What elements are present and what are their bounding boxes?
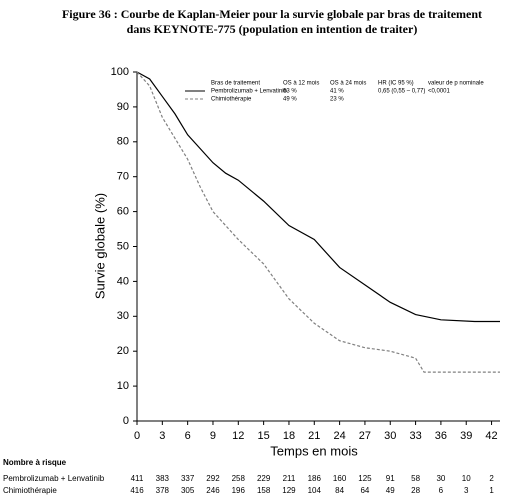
legend-cell: <0,0001 xyxy=(428,89,451,95)
x-tick-label: 30 xyxy=(384,430,396,442)
x-tick-label: 0 xyxy=(134,430,140,442)
legend-cell: 0,65 (0,55 – 0,77) xyxy=(378,89,425,95)
x-tick-label: 9 xyxy=(210,430,216,442)
risk-count: 2 xyxy=(489,474,494,483)
legend-label: Pembrolizumab + Lenvatinib xyxy=(211,89,288,95)
x-tick-label: 24 xyxy=(333,430,345,442)
x-tick-label: 33 xyxy=(409,430,421,442)
chart-title: Figure 36 : Courbe de Kaplan-Meier pour … xyxy=(62,7,482,21)
y-tick-label: 70 xyxy=(117,171,129,183)
risk-count: 229 xyxy=(257,474,271,483)
survival-curve xyxy=(136,71,500,373)
risk-count: 337 xyxy=(181,474,195,483)
x-tick-label: 27 xyxy=(359,430,371,442)
risk-count: 84 xyxy=(335,486,344,495)
y-tick-label: 30 xyxy=(117,310,129,322)
y-tick-label: 60 xyxy=(117,206,129,218)
x-tick-label: 39 xyxy=(460,430,472,442)
y-tick-label: 40 xyxy=(117,275,129,287)
x-tick-label: 12 xyxy=(232,430,244,442)
y-tick-label: 90 xyxy=(117,101,129,113)
risk-row-label: Chimiothérapie xyxy=(3,486,57,495)
risk-count: 211 xyxy=(283,474,296,483)
risk-count: 196 xyxy=(232,486,246,495)
risk-count: 158 xyxy=(257,486,271,495)
risk-count: 28 xyxy=(411,486,420,495)
risk-count: 49 xyxy=(386,486,395,495)
legend-cell: 49 % xyxy=(283,97,297,103)
y-tick-label: 10 xyxy=(117,380,129,392)
x-tick-label: 6 xyxy=(185,430,191,442)
risk-count: 10 xyxy=(462,474,471,483)
legend-header: Bras de traitement xyxy=(211,81,260,87)
risk-count: 292 xyxy=(206,474,220,483)
legend-header: valeur de p nominale xyxy=(428,81,484,87)
x-tick-label: 42 xyxy=(485,430,497,442)
x-axis-label: Temps en mois xyxy=(270,443,358,458)
risk-count: 416 xyxy=(130,486,144,495)
risk-count: 1 xyxy=(489,486,494,495)
risk-row-label: Pembrolizumab + Lenvatinib xyxy=(3,474,105,483)
risk-count: 378 xyxy=(156,486,170,495)
legend-header: OS à 12 mois xyxy=(283,81,319,87)
risk-count: 125 xyxy=(358,474,372,483)
risk-count: 104 xyxy=(308,486,322,495)
risk-count: 129 xyxy=(282,486,296,495)
risk-count: 91 xyxy=(386,474,395,483)
risk-count: 411 xyxy=(131,474,144,483)
risk-count: 30 xyxy=(436,474,445,483)
legend-header: HR (IC 95 %) xyxy=(378,81,414,87)
risk-title: Nombre à risque xyxy=(3,458,67,467)
legend-cell: 63 % xyxy=(283,89,297,95)
risk-count: 160 xyxy=(333,474,347,483)
y-tick-label: 80 xyxy=(117,136,129,148)
x-tick-label: 15 xyxy=(258,430,270,442)
risk-count: 246 xyxy=(206,486,220,495)
x-tick-label: 18 xyxy=(283,430,295,442)
risk-count: 186 xyxy=(308,474,322,483)
risk-count: 3 xyxy=(464,486,469,495)
y-tick-label: 50 xyxy=(117,240,129,252)
chart-title: dans KEYNOTE-775 (population en intentio… xyxy=(127,22,418,36)
y-tick-label: 20 xyxy=(117,345,129,357)
y-axis-label: Survie globale (%) xyxy=(92,193,107,299)
x-tick-label: 21 xyxy=(308,430,320,442)
legend-cell: 41 % xyxy=(330,89,344,95)
legend-header: OS à 24 mois xyxy=(330,81,366,87)
risk-count: 64 xyxy=(360,486,369,495)
x-tick-label: 3 xyxy=(159,430,165,442)
legend-cell: 23 % xyxy=(330,97,344,103)
risk-count: 6 xyxy=(439,486,444,495)
survival-curve xyxy=(136,71,500,323)
risk-count: 305 xyxy=(181,486,195,495)
risk-count: 58 xyxy=(411,474,420,483)
x-tick-label: 36 xyxy=(435,430,447,442)
y-tick-label: 100 xyxy=(111,66,129,78)
legend-label: Chimiothérapie xyxy=(211,97,252,103)
y-tick-label: 0 xyxy=(123,415,129,427)
risk-count: 258 xyxy=(232,474,246,483)
risk-count: 383 xyxy=(156,474,170,483)
